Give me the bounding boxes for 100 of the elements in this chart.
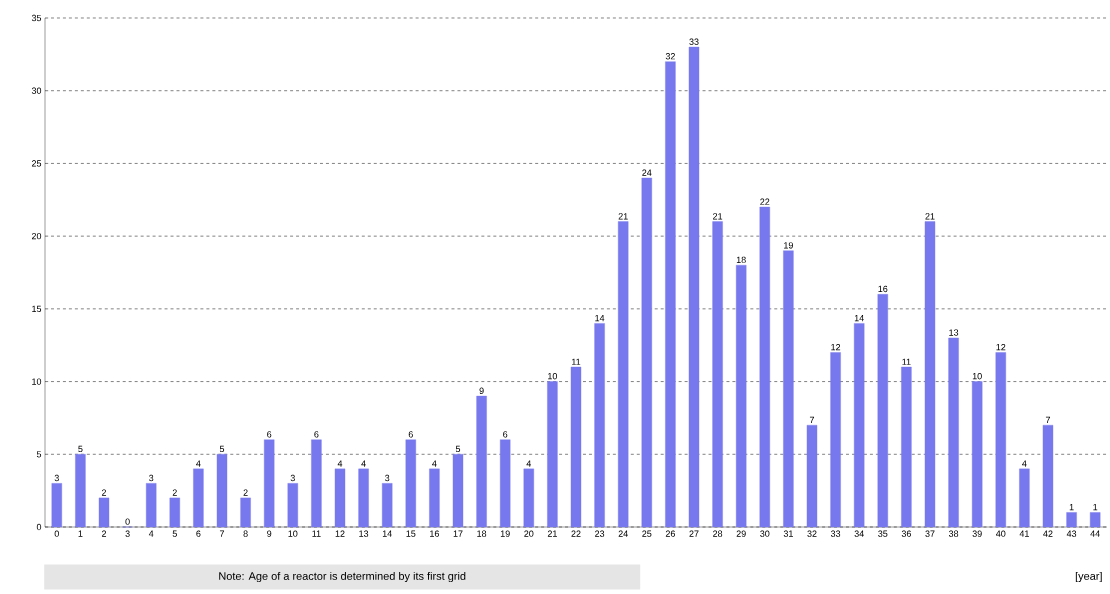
data-label: 11 [902,358,911,365]
bar [641,177,652,528]
bar [924,221,936,528]
data-label: 12 [996,344,1006,351]
data-label: 21 [618,213,628,220]
text: Note: Age of a reactor is determined by its first grid [219,571,466,583]
x-tick-label: 26 [665,530,675,537]
x-tick-label: 36 [901,530,911,537]
data-label: 14 [854,315,864,322]
bar [264,439,275,528]
x-tick-label: 32 [807,530,817,537]
bar [783,250,794,528]
data-label: 14 [595,315,605,322]
data-label: 12 [831,344,841,351]
x-tick-label: 41 [1019,530,1029,537]
bar [216,454,228,528]
x-tick-label: 25 [642,530,652,537]
data-label: 32 [665,53,675,60]
y-tick-label: 20 [31,232,42,240]
bar [995,352,1006,528]
x-tick-label: 6 [196,530,201,537]
data-label: 5 [219,445,225,453]
data-label: 3 [290,474,295,482]
y-tick-label: 5 [36,451,42,458]
x-tick-label: 21 [547,530,557,537]
x-tick-label: 31 [783,530,793,537]
bar [570,366,582,528]
bar [476,395,487,528]
data-label: 11 [572,358,581,365]
bar [853,323,865,528]
bar [98,497,110,528]
bar [146,483,157,528]
data-label: 4 [361,460,366,467]
bar [51,483,62,528]
data-label: 5 [455,445,461,453]
data-label: 3 [149,474,154,482]
x-tick-label: 0 [54,530,59,537]
bar [759,206,770,528]
bar [971,381,983,528]
bar [334,468,346,528]
bar [499,439,511,528]
bar [193,468,204,528]
x-tick-label: 18 [477,530,487,537]
x-tick-label: 5 [172,530,177,537]
x-tick-label: 9 [267,530,272,537]
bar [877,294,888,528]
data-label: 16 [878,285,888,293]
x-tick-label: 4 [148,530,154,537]
data-label: 4 [337,460,343,467]
data-label: 24 [642,169,652,176]
data-label: 3 [54,474,59,482]
data-label: 13 [949,329,959,336]
data-label: 1 [1093,504,1098,511]
x-tick-label: 37 [925,530,935,537]
bar [169,497,180,528]
bar [287,483,298,528]
x-tick-label: 29 [736,530,746,537]
bar [452,454,464,528]
bar [901,366,912,528]
x-tick-label: 33 [830,530,841,537]
x-tick-label: 39 [972,530,982,537]
data-label: 6 [503,431,508,438]
x-tick-label: 22 [571,530,581,537]
data-label: 4 [196,460,201,467]
bar [1089,512,1101,528]
bar [617,221,629,528]
data-label: 21 [925,213,935,220]
y-tick-label: 30 [31,87,42,94]
data-label: 18 [736,256,746,264]
x-tick-label: 2 [101,530,107,537]
data-label: 9 [479,387,484,394]
bar [75,454,86,528]
x-tick-label: 12 [335,530,345,537]
data-label: 4 [1022,460,1027,467]
bar [1066,512,1077,528]
x-tick-label: 35 [878,530,888,537]
x-tick-label: 24 [618,530,628,537]
x-tick-label: 34 [854,530,864,537]
x-tick-label: 19 [500,530,510,537]
bar [547,381,558,528]
bar [311,439,322,528]
bar [688,46,700,528]
x-tick-label: 14 [382,530,392,537]
x-tick-label: 1 [78,530,83,537]
data-label: 7 [1045,416,1051,424]
data-label: 6 [267,431,272,438]
data-label: 5 [78,445,83,453]
bar [594,323,605,528]
x-tick-label: 23 [595,530,605,537]
x-tick-label: 13 [359,530,369,537]
data-label: 10 [548,373,558,380]
y-tick-label: 10 [32,378,42,385]
bar [429,468,440,528]
data-label: 19 [784,242,793,249]
x-tick-label: 11 [312,530,321,537]
data-label: 2 [101,489,107,496]
x-tick-label: 7 [219,530,225,537]
data-label: 6 [314,431,319,438]
x-tick-label: 8 [243,530,248,537]
x-tick-label: 17 [453,530,463,537]
